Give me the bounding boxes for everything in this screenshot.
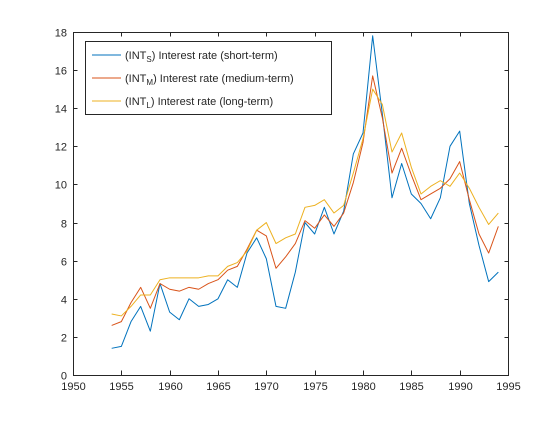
legend-box xyxy=(85,41,332,115)
x-tick-label: 1995 xyxy=(496,381,520,393)
legend-subscript: S xyxy=(146,55,151,64)
axes-layer: 1950 1955 1960 1965 1970 1975 1980 1985 1990 1995… xyxy=(55,28,521,394)
y-tick-label: 4 xyxy=(61,295,67,307)
legend: (INTS) Interest rate (short-term)(INTM) … xyxy=(85,41,332,115)
legend-prefix: (INT xyxy=(125,50,147,62)
x-tick-label: 1980 xyxy=(351,381,375,393)
legend-label-medium: (INTM) Interest rate (medium-term) xyxy=(125,73,294,87)
y-tick-label: 14 xyxy=(55,104,67,116)
y-tick-label: 18 xyxy=(55,28,67,40)
x-tick-label: 1975 xyxy=(303,381,327,393)
legend-subscript: L xyxy=(146,101,151,110)
legend-label-long: (INTL) Interest rate (long-term) xyxy=(125,96,273,110)
y-tick-label: 2 xyxy=(61,333,67,345)
y-tick-label: 8 xyxy=(61,219,67,231)
x-tick-label: 1965 xyxy=(206,381,230,393)
axes-box xyxy=(73,32,509,376)
y-tick-label: 0 xyxy=(61,371,67,383)
legend-suffix: ) Interest rate (long-term) xyxy=(151,96,273,108)
y-tick-label: 6 xyxy=(61,257,67,269)
legend-suffix: ) Interest rate (short-term) xyxy=(152,50,278,62)
x-tick-label: 1960 xyxy=(158,381,182,393)
y-tick-label: 10 xyxy=(55,180,67,192)
y-tick-label: 12 xyxy=(55,142,67,154)
x-tick-label: 1990 xyxy=(448,381,472,393)
series-line-medium xyxy=(111,75,499,326)
legend-suffix: ) Interest rate (medium-term) xyxy=(153,73,294,85)
x-tick-label: 1955 xyxy=(109,381,133,393)
series-layer xyxy=(111,35,499,349)
x-tick-label: 1985 xyxy=(399,381,423,393)
legend-prefix: (INT xyxy=(125,96,147,108)
series-line-long xyxy=(111,88,499,317)
legend-subscript: M xyxy=(146,78,153,87)
series-line-short xyxy=(111,35,499,349)
x-tick-label: 1970 xyxy=(254,381,278,393)
legend-prefix: (INT xyxy=(125,73,147,85)
x-tick-label: 1950 xyxy=(61,381,85,393)
legend-label-short: (INTS) Interest rate (short-term) xyxy=(125,50,278,64)
y-tick-label: 16 xyxy=(55,66,67,78)
